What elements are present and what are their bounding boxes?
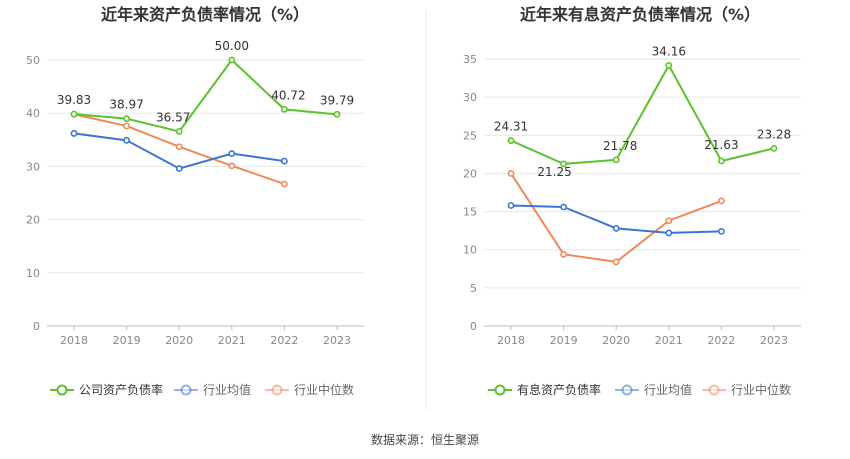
legend-swatch-marker [621,384,633,396]
data-point[interactable] [123,122,130,130]
series-line-3 [510,172,722,263]
y-tick-label: 10 [26,267,40,280]
y-tick-label: 0 [33,320,40,333]
data-point[interactable] [280,105,288,113]
data-label: 38.97 [109,98,143,112]
data-point[interactable] [70,130,78,137]
legend-item-3[interactable]: 行业中位数 [265,382,354,397]
x-tick-label: 2023 [323,334,351,347]
legend-swatch-marker [494,384,506,396]
x-tick-label: 2022 [270,334,298,347]
data-point[interactable] [280,180,288,188]
series-line-2 [73,132,285,170]
data-point[interactable] [228,150,236,158]
data-point[interactable] [612,224,620,232]
y-tick-label: 10 [463,244,477,257]
legend-swatch-marker [56,384,68,396]
legend-item-2[interactable]: 行业均值 [615,382,692,397]
x-tick-label: 2021 [218,334,246,347]
data-point[interactable] [280,157,288,165]
data-point[interactable] [665,62,673,69]
data-label: 21.63 [704,138,738,152]
data-point[interactable] [228,162,236,170]
y-tick-label: 5 [470,282,477,295]
y-tick-label: 35 [463,53,477,66]
data-point[interactable] [612,156,620,164]
data-point[interactable] [175,128,183,135]
x-tick-label: 2019 [550,334,578,347]
data-point[interactable] [123,136,130,144]
legend-item-3[interactable]: 行业中位数 [702,382,791,397]
chart-panel-1: 近年来资产负债率情况（%） 0 10 20 30 40 50 2018 2019 2020 2021… [26,5,364,397]
data-label: 21.78 [603,139,637,153]
data-label: 40.72 [271,88,305,102]
y-tick-label: 40 [26,107,40,120]
chart-title: 近年来资产负债率情况（%） [101,5,309,24]
chart-title: 近年来有息资产负债率情况（%） [520,5,760,24]
data-point[interactable] [333,110,341,118]
data-label: 21.25 [537,165,571,179]
data-label: 39.79 [320,93,354,107]
data-point[interactable] [770,145,778,152]
data-point[interactable] [718,197,725,205]
y-tick-label: 20 [463,167,477,180]
data-point[interactable] [665,229,673,237]
y-tick-label: 30 [26,160,40,173]
legend-swatch-marker [180,384,192,396]
data-point[interactable] [507,137,515,144]
legend-label: 行业中位数 [294,382,354,397]
data-point[interactable] [175,143,183,151]
data-label: 39.83 [57,93,91,107]
series-line-1 [510,64,775,165]
x-tick-label: 2021 [655,334,683,347]
data-point[interactable] [228,56,236,64]
data-label: 34.16 [652,44,686,58]
y-tick-label: 30 [463,91,477,104]
data-point[interactable] [718,228,725,235]
legend-label: 公司资产负债率 [79,382,163,397]
legend-swatch-marker [271,384,283,396]
data-label: 50.00 [215,39,249,53]
x-tick-label: 2019 [113,334,141,347]
x-tick-label: 2022 [707,334,735,347]
data-point[interactable] [612,258,620,266]
x-tick-label: 2020 [602,334,630,347]
data-point[interactable] [665,217,673,225]
y-tick-label: 15 [463,206,477,219]
data-label: 23.28 [757,127,791,141]
data-point[interactable] [560,250,567,258]
y-tick-label: 25 [463,129,477,142]
y-tick-label: 50 [26,54,40,67]
data-point[interactable] [123,115,130,123]
legend-label: 行业均值 [644,382,692,397]
legend-label: 行业均值 [203,382,251,397]
legend-label: 有息资产负债率 [517,382,601,397]
data-source-note: 数据来源：恒生聚源 [370,433,479,447]
data-label: 36.57 [156,110,190,124]
data-point[interactable] [507,170,515,177]
x-tick-label: 2018 [60,334,88,347]
chart-panel-2: 近年来有息资产负债率情况（%） 0 5 10 15 20 25 30 35 2018 2019 202… [463,5,801,397]
legend-label: 行业中位数 [731,382,791,397]
series-line-1 [73,59,338,133]
data-point[interactable] [560,203,567,211]
data-point[interactable] [175,165,183,172]
y-tick-label: 0 [470,320,477,333]
data-point[interactable] [507,202,515,209]
x-tick-label: 2020 [165,334,193,347]
x-tick-label: 2023 [760,334,788,347]
legend-item-2[interactable]: 行业均值 [174,382,251,397]
data-label: 24.31 [494,120,528,134]
x-tick-label: 2018 [497,334,525,347]
legend-item-1[interactable]: 有息资产负债率 [488,382,601,397]
data-point[interactable] [70,110,78,118]
legend-item-1[interactable]: 公司资产负债率 [50,382,163,397]
y-tick-label: 20 [26,214,40,227]
legend-swatch-marker [708,384,720,396]
data-point[interactable] [560,160,567,168]
data-point[interactable] [718,157,725,165]
